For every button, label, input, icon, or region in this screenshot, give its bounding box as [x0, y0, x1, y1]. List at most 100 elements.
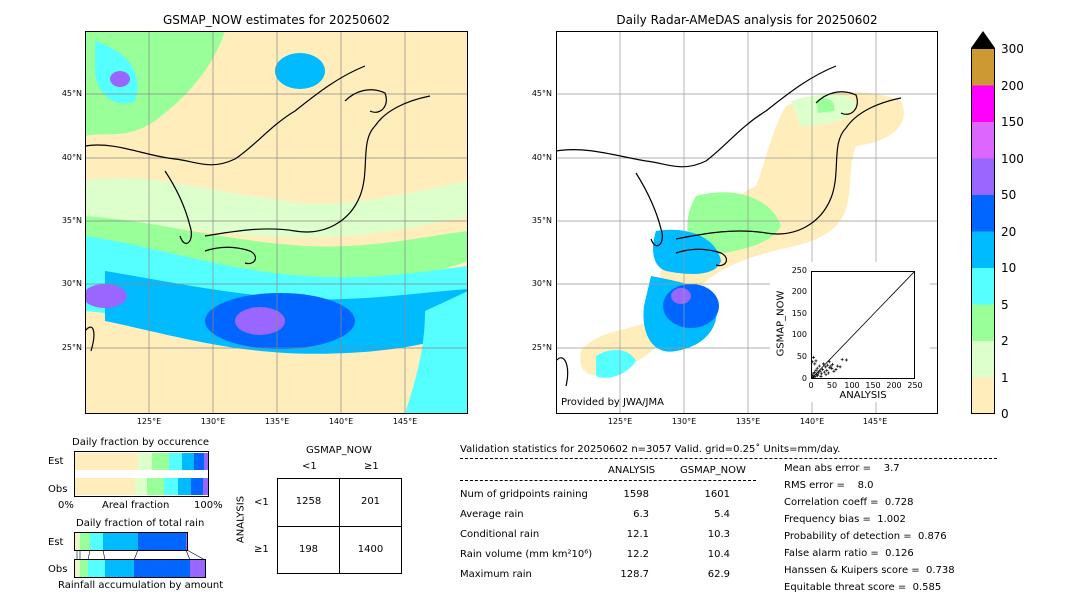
left-map-coastline — [84, 65, 431, 352]
validation-header: Validation statistics for 20250602 n=305… — [460, 444, 841, 455]
colorbar-label: 150 — [1001, 115, 1024, 129]
left-lon-label: 145°E — [392, 417, 418, 426]
contingency-cell-21: 198 — [298, 544, 319, 555]
right-map-title: Daily Radar-AMeDAS analysis for 20250602 — [616, 13, 878, 27]
scatter-point — [824, 373, 828, 377]
left-rain-band-1 — [85, 178, 468, 238]
right-lat-label: 40°N — [531, 153, 552, 162]
scatter-point — [811, 355, 815, 359]
score-line: Correlation coeff = 0.728 — [784, 497, 914, 508]
occurrence-axis-mid: Areal fraction — [102, 500, 170, 511]
scatter-point — [829, 364, 833, 368]
stat-analysis-value: 1598 — [623, 489, 649, 500]
scatter-point — [836, 364, 840, 368]
validation-col-analysis: ANALYSIS — [608, 465, 656, 476]
scatter-point — [814, 359, 818, 363]
left-lon-label: 140°E — [328, 417, 354, 426]
contingency-row-lt: <1 — [254, 497, 269, 508]
colorbar-extend-arrow — [971, 31, 995, 48]
scatter-point — [840, 358, 844, 362]
scatter-point — [834, 367, 838, 371]
total-rain-obs-bar — [74, 560, 205, 577]
scatter-point — [813, 362, 817, 366]
contingency-row-axis: ANALYSIS — [235, 495, 247, 544]
scatter-ytick: 200 — [791, 287, 807, 296]
scatter-point — [815, 366, 819, 370]
scatter-xtick: 150 — [865, 381, 881, 390]
contingency-col-ge: ≥1 — [364, 461, 379, 472]
left-lon-label: 125°E — [136, 417, 162, 426]
scatter-xtick: 100 — [844, 381, 860, 390]
score-line: Probability of detection = 0.876 — [784, 531, 947, 542]
scatter-xlabel: ANALYSIS — [839, 390, 887, 401]
scatter-point — [825, 368, 829, 372]
colorbar-segment — [972, 122, 994, 159]
scatter-ytick: 250 — [791, 266, 807, 275]
scatter-plot — [811, 271, 915, 379]
colorbar-label: 100 — [1001, 152, 1024, 166]
colorbar-segment — [972, 377, 994, 415]
colorbar-segment — [972, 49, 994, 86]
scatter-xtick: 250 — [907, 381, 923, 390]
stat-label: Conditional rain — [460, 529, 540, 540]
occurrence-axis-left: 0% — [58, 500, 74, 511]
right-map-frame — [556, 31, 938, 414]
contingency-cell-22: 1400 — [357, 544, 384, 555]
scatter-point — [827, 360, 831, 364]
occurrence-row-obs: Obs — [48, 484, 68, 495]
scatter-point — [828, 366, 832, 370]
right-lon-label: 135°E — [735, 417, 761, 426]
scatter-point — [816, 371, 820, 375]
left-rain-east — [405, 291, 468, 414]
score-line: Mean abs error = 3.7 — [784, 463, 900, 474]
left-map-grid — [85, 31, 468, 414]
colorbar — [971, 31, 995, 415]
data-credit: Provided by JWA/JMA — [561, 397, 664, 408]
left-lon-label: 130°E — [200, 417, 226, 426]
validation-subdivider — [460, 480, 756, 481]
colorbar-segment — [972, 195, 994, 232]
colorbar-label: 300 — [1001, 42, 1024, 56]
scatter-point — [830, 367, 834, 371]
colorbar-segment — [972, 231, 994, 269]
stat-gsmap-value: 1601 — [704, 489, 730, 500]
total-rain-bars — [74, 532, 206, 578]
contingency-cell-12: 201 — [360, 496, 381, 507]
scatter-ytick: 100 — [791, 330, 807, 339]
scatter-point — [821, 367, 825, 371]
stat-label: Rain volume (mm km²10⁶) — [460, 549, 593, 560]
colorbar-frame — [971, 48, 995, 414]
colorbar-label: 1 — [1001, 371, 1009, 385]
colorbar-segment — [972, 341, 994, 378]
right-lon-label: 125°E — [607, 417, 633, 426]
colorbar-segment — [972, 304, 994, 342]
stat-analysis-value: 12.2 — [626, 549, 649, 560]
left-map-svg — [83, 31, 468, 414]
right-lat-label: 25°N — [531, 343, 552, 352]
scatter-point — [817, 364, 821, 368]
right-rain-south-3 — [671, 288, 691, 304]
scatter-point — [832, 369, 836, 373]
score-line: False alarm ratio = 0.126 — [784, 548, 914, 559]
scatter-ytick: 150 — [791, 309, 807, 318]
right-lat-label: 45°N — [531, 89, 552, 98]
colorbar-label: 10 — [1001, 261, 1017, 275]
left-rain-north-3 — [110, 71, 130, 87]
left-rain-core-2 — [235, 307, 285, 335]
right-lat-label: 35°N — [531, 216, 552, 225]
validation-col-gsmap: GSMAP_NOW — [680, 465, 746, 476]
left-lat-label: 45°N — [61, 89, 82, 98]
stat-label: Maximum rain — [460, 569, 532, 580]
colorbar-label: 0 — [1001, 407, 1009, 421]
left-rain-north-4 — [275, 53, 325, 89]
scatter-point — [831, 362, 835, 366]
colorbar-segment — [972, 85, 994, 123]
scatter-xtick: 50 — [826, 381, 838, 390]
right-lon-label: 140°E — [799, 417, 825, 426]
right-rain-kyushu — [653, 229, 721, 274]
score-line: Frequency bias = 1.002 — [784, 514, 906, 525]
scatter-point — [811, 374, 815, 378]
stat-gsmap-value: 10.3 — [707, 529, 730, 540]
scatter-xtick: 200 — [886, 381, 902, 390]
score-line: Equitable threat score = 0.585 — [784, 582, 942, 593]
